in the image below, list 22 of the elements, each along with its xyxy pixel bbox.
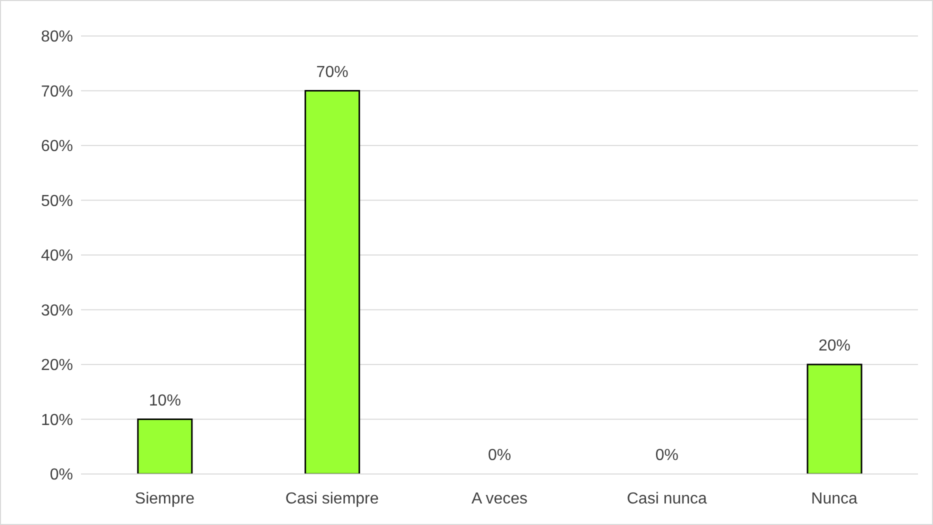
y-tick-label: 50% — [40, 192, 73, 210]
data-label: 70% — [316, 64, 348, 81]
y-tick-label: 0% — [50, 466, 73, 484]
y-tick-label: 40% — [40, 248, 73, 265]
x-tick-label: Nunca — [811, 490, 858, 508]
x-tick-label: A veces — [471, 490, 528, 508]
data-label: 0% — [488, 447, 512, 464]
y-tick-label: 70% — [40, 83, 73, 100]
x-tick-label: Casi siempre — [285, 490, 379, 508]
y-tick-label: 30% — [40, 302, 73, 320]
x-tick-label: Siempre — [134, 490, 195, 508]
x-tick-label: Casi nunca — [626, 490, 708, 508]
bar — [137, 418, 193, 474]
y-tick-label: 20% — [40, 357, 73, 374]
data-label: 0% — [655, 447, 678, 464]
data-label: 20% — [818, 338, 851, 354]
bar — [304, 90, 360, 474]
data-label: 10% — [148, 392, 181, 410]
y-tick-label: 60% — [40, 138, 73, 156]
y-tick-label: 80% — [40, 28, 73, 46]
y-tick-label: 10% — [40, 412, 73, 429]
bar — [806, 364, 862, 474]
